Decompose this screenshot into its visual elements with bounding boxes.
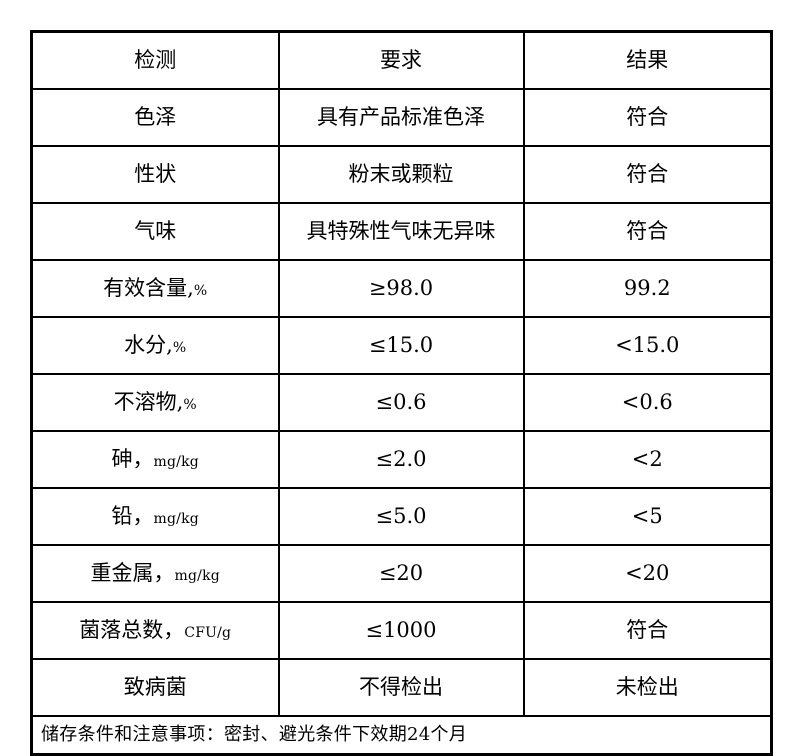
item-unit: % xyxy=(193,283,208,300)
item-unit: mg/kg xyxy=(153,454,199,471)
table-row: 铅，mg/kg ≤5.0 <5 xyxy=(30,487,773,546)
requirement-value: ≤2.0 xyxy=(375,447,427,472)
cell-item: 性状 xyxy=(30,145,280,204)
column-header-result: 结果 xyxy=(522,30,773,90)
column-header-requirement-label: 要求 xyxy=(380,48,422,73)
item-name: 砷， xyxy=(111,447,154,472)
column-header-requirement: 要求 xyxy=(277,30,525,90)
cell-item: 气味 xyxy=(30,202,280,261)
requirement-value: 具有产品标准色泽 xyxy=(317,105,485,130)
result-value: <20 xyxy=(625,561,670,586)
column-header-item-label: 检测 xyxy=(134,48,177,73)
table-row: 有效含量,% ≥98.0 99.2 xyxy=(30,259,773,318)
requirement-value: ≤0.6 xyxy=(375,390,427,415)
table-footer-row: 储存条件和注意事项：密封、避光条件下效期24个月 xyxy=(30,715,773,756)
item-name: 致病菌 xyxy=(123,675,187,700)
table-row: 不溶物,% ≤0.6 <0.6 xyxy=(30,373,773,432)
item-name: 色泽 xyxy=(134,105,177,130)
result-value: <15.0 xyxy=(615,333,680,358)
result-value: <0.6 xyxy=(621,390,673,415)
cell-result: 符合 xyxy=(522,145,773,204)
requirement-value: ≤1000 xyxy=(365,618,437,643)
column-header-result-label: 结果 xyxy=(626,48,669,73)
result-value: <2 xyxy=(631,447,663,472)
column-header-item: 检测 xyxy=(30,30,280,90)
requirement-value: 具特殊性气味无异味 xyxy=(306,219,496,244)
item-unit: CFU/g xyxy=(184,625,232,642)
item-unit: mg/kg xyxy=(153,511,199,528)
cell-result: 符合 xyxy=(522,202,773,261)
result-value: 符合 xyxy=(626,105,669,130)
cell-result: 符合 xyxy=(522,88,773,147)
cell-result: 未检出 xyxy=(522,658,773,717)
requirement-value: ≤20 xyxy=(378,561,424,586)
cell-requirement: ≤5.0 xyxy=(277,487,525,546)
item-name: 不溶物, xyxy=(113,390,184,415)
table-row: 气味 具特殊性气味无异味 符合 xyxy=(30,202,773,261)
storage-note: 储存条件和注意事项：密封、避光条件下效期24个月 xyxy=(30,715,773,756)
cell-requirement: ≤2.0 xyxy=(277,430,525,489)
cell-requirement: 具有产品标准色泽 xyxy=(277,88,525,147)
result-value: 符合 xyxy=(626,162,669,187)
cell-requirement: ≤1000 xyxy=(277,601,525,660)
specification-table: 检测 要求 结果 色泽 具有产品标准色泽 符合 性状 粉末或颗粒 符合 气味 具… xyxy=(30,30,773,756)
cell-result: <5 xyxy=(522,487,773,546)
item-name: 有效含量, xyxy=(103,276,194,301)
requirement-value: ≤5.0 xyxy=(375,504,427,529)
cell-requirement: ≤0.6 xyxy=(277,373,525,432)
requirement-value: ≥98.0 xyxy=(368,276,434,301)
item-name: 重金属， xyxy=(90,561,175,586)
cell-item: 水分,% xyxy=(30,316,280,375)
cell-result: <15.0 xyxy=(522,316,773,375)
item-unit: % xyxy=(183,397,197,414)
cell-item: 色泽 xyxy=(30,88,280,147)
table-row: 砷，mg/kg ≤2.0 <2 xyxy=(30,430,773,489)
cell-result: <2 xyxy=(522,430,773,489)
table-row: 性状 粉末或颗粒 符合 xyxy=(30,145,773,204)
cell-result: <0.6 xyxy=(522,373,773,432)
item-name: 性状 xyxy=(134,162,177,187)
result-value: 未检出 xyxy=(615,675,679,700)
cell-item: 菌落总数，CFU/g xyxy=(30,601,280,660)
cell-requirement: ≤20 xyxy=(277,544,525,603)
requirement-value: 粉末或颗粒 xyxy=(348,162,454,187)
cell-result: 符合 xyxy=(522,601,773,660)
table-row: 色泽 具有产品标准色泽 符合 xyxy=(30,88,773,147)
item-name: 水分, xyxy=(124,333,173,358)
table-row: 水分,% ≤15.0 <15.0 xyxy=(30,316,773,375)
cell-result: <20 xyxy=(522,544,773,603)
cell-item: 重金属，mg/kg xyxy=(30,544,280,603)
table-row: 重金属，mg/kg ≤20 <20 xyxy=(30,544,773,603)
requirement-value: ≤15.0 xyxy=(368,333,434,358)
cell-item: 铅，mg/kg xyxy=(30,487,280,546)
cell-requirement: ≤15.0 xyxy=(277,316,525,375)
result-value: 99.2 xyxy=(623,276,671,301)
cell-requirement: ≥98.0 xyxy=(277,259,525,318)
cell-item: 致病菌 xyxy=(30,658,280,717)
item-name: 菌落总数， xyxy=(79,618,185,643)
table-row: 菌落总数，CFU/g ≤1000 符合 xyxy=(30,601,773,660)
result-value: 符合 xyxy=(626,618,669,643)
requirement-value: 不得检出 xyxy=(359,675,443,700)
table-row: 致病菌 不得检出 未检出 xyxy=(30,658,773,717)
cell-item: 有效含量,% xyxy=(30,259,280,318)
cell-requirement: 具特殊性气味无异味 xyxy=(277,202,525,261)
item-unit: mg/kg xyxy=(174,568,220,585)
cell-requirement: 不得检出 xyxy=(277,658,525,717)
table-header-row: 检测 要求 结果 xyxy=(30,30,773,90)
cell-result: 99.2 xyxy=(522,259,773,318)
table-body: 检测 要求 结果 色泽 具有产品标准色泽 符合 性状 粉末或颗粒 符合 气味 具… xyxy=(30,30,773,756)
item-name: 铅， xyxy=(111,504,154,529)
cell-item: 砷，mg/kg xyxy=(30,430,280,489)
item-name: 气味 xyxy=(134,219,177,244)
cell-requirement: 粉末或颗粒 xyxy=(277,145,525,204)
result-value: 符合 xyxy=(626,219,669,244)
cell-item: 不溶物,% xyxy=(30,373,280,432)
item-unit: % xyxy=(172,340,187,357)
result-value: <5 xyxy=(631,504,663,529)
